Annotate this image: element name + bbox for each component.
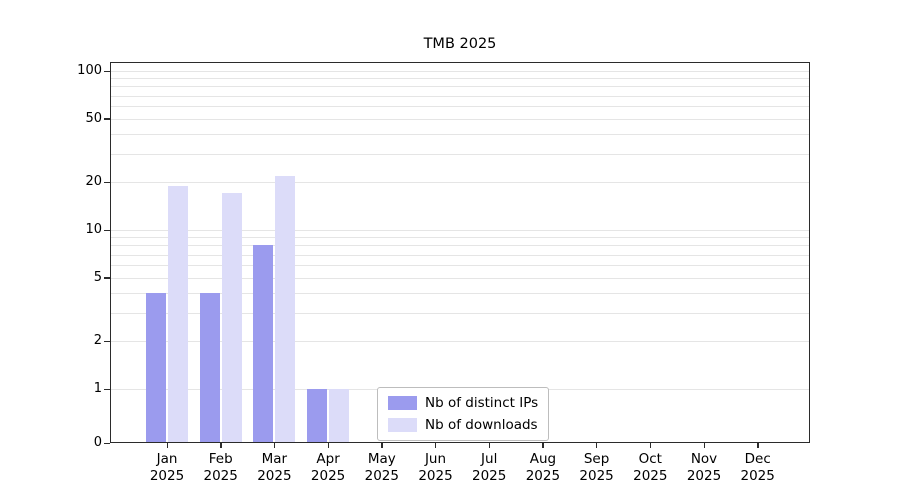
y-tick-mark [104, 181, 110, 184]
x-tick-mark [220, 443, 222, 448]
legend-swatch-distinct-ips [388, 396, 417, 410]
y-tick-mark [104, 340, 110, 343]
gridline [110, 254, 810, 256]
x-tick-mark [381, 443, 383, 448]
gridline [110, 277, 810, 279]
x-tick-label-may: May 2025 [364, 451, 399, 484]
x-tick-mark [327, 443, 329, 448]
gridline [110, 134, 810, 136]
x-tick-mark [649, 443, 652, 448]
x-tick-mark [166, 443, 168, 448]
y-tick-mark [104, 277, 110, 279]
y-tick-mark [104, 388, 110, 390]
y-tick-mark [104, 442, 110, 444]
bar-nb-of-downloads-mar-2025 [275, 175, 296, 443]
x-tick-mark [596, 443, 598, 448]
gridline [110, 237, 810, 239]
gridline [110, 230, 810, 231]
bar-nb-of-downloads-apr-2025 [329, 389, 350, 443]
plot-border [110, 62, 810, 443]
y-tick-label: 1 [93, 381, 102, 396]
y-tick-label: 10 [85, 222, 102, 237]
bar-nb-of-distinct-ips-apr-2025 [307, 389, 328, 443]
legend-label-distinct-ips: Nb of distinct IPs [425, 395, 539, 411]
x-tick-label-sep: Sep 2025 [579, 451, 614, 484]
bar-nb-of-distinct-ips-jan-2025 [146, 293, 166, 443]
gridline [110, 78, 810, 80]
x-tick-mark [273, 443, 276, 448]
gridline [110, 118, 810, 120]
x-tick-label-nov: Nov 2025 [686, 451, 722, 484]
gridline [110, 182, 810, 184]
x-tick-mark [435, 443, 437, 448]
gridline [110, 106, 810, 108]
legend: Nb of distinct IPs Nb of downloads [377, 387, 550, 441]
gridline [110, 293, 810, 295]
gridline [110, 71, 810, 72]
y-tick-label: 100 [77, 63, 102, 78]
x-tick-mark [488, 443, 491, 448]
gridline [110, 313, 810, 315]
y-tick-label: 5 [93, 269, 102, 285]
gridline [110, 86, 810, 88]
legend-item-distinct-ips: Nb of distinct IPs [388, 395, 538, 411]
chart-title: TMB 2025 [423, 36, 497, 52]
gridline [110, 95, 810, 97]
bar-nb-of-distinct-ips-feb-2025 [199, 293, 220, 443]
x-tick-label-jun: Jun 2025 [418, 451, 453, 484]
y-tick-mark [104, 70, 110, 72]
x-tick-label-jan: Jan 2025 [149, 451, 185, 484]
x-tick-label-apr: Apr 2025 [310, 451, 346, 484]
y-tick-label: 2 [93, 333, 102, 349]
y-tick-label: 20 [85, 174, 102, 190]
x-tick-label-mar: Mar 2025 [257, 451, 292, 484]
y-tick-mark [104, 229, 110, 231]
x-tick-label-feb: Feb 2025 [203, 451, 238, 484]
x-tick-mark [542, 443, 544, 448]
bar-nb-of-downloads-jan-2025 [168, 185, 188, 443]
y-tick-label: 50 [85, 110, 102, 126]
bar-nb-of-downloads-feb-2025 [221, 193, 242, 443]
legend-label-downloads: Nb of downloads [425, 417, 538, 433]
x-tick-label-aug: Aug 2025 [525, 451, 561, 484]
gridline [110, 154, 810, 156]
x-tick-label-jul: Jul 2025 [472, 451, 507, 484]
legend-item-downloads: Nb of downloads [388, 417, 538, 433]
x-tick-label-dec: Dec 2025 [740, 451, 775, 484]
y-tick-label: 0 [93, 435, 102, 450]
x-tick-mark [703, 443, 705, 448]
gridline [110, 245, 810, 247]
gridline [110, 341, 810, 343]
y-tick-mark [104, 118, 110, 120]
x-tick-label-oct: Oct 2025 [633, 451, 668, 484]
x-tick-mark [757, 443, 759, 448]
legend-swatch-downloads [388, 418, 417, 432]
bar-nb-of-distinct-ips-mar-2025 [253, 245, 274, 443]
gridline [110, 265, 810, 267]
